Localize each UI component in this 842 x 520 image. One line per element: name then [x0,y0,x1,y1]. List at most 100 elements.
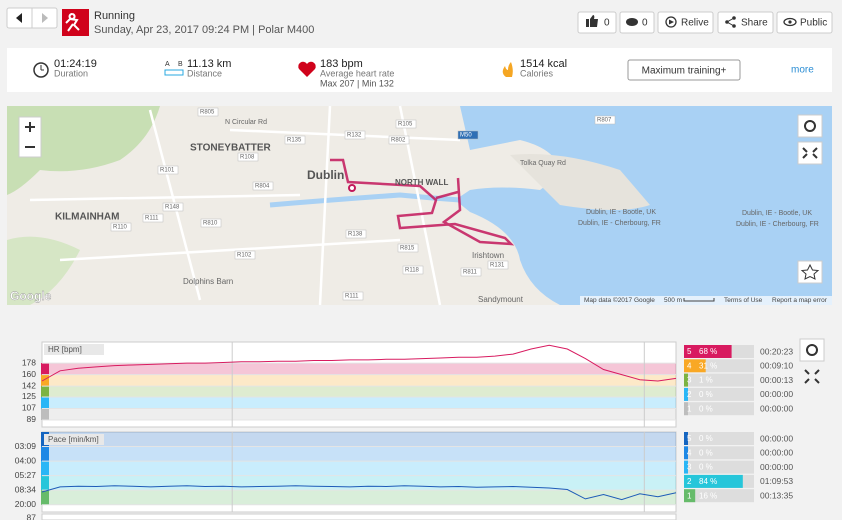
zone-swatch [41,446,49,462]
zone-time: 00:13:35 [760,490,793,500]
road-shield [284,135,306,145]
road-label: R810 [203,221,218,227]
road-shield [142,213,164,223]
park-area [7,106,160,195]
privacy-button[interactable] [776,11,833,34]
zone-swatch [41,396,49,409]
zone-swatch [41,490,49,505]
summary-value: 11.13 km [187,58,231,70]
training-button-label: Maximum training+ [642,66,727,77]
zone-swatch [41,386,49,397]
place-label: KILMAINHAM [55,212,119,223]
y-tick-label: 03:09 [15,441,37,451]
zone-bar [684,460,688,474]
zone-band [42,475,676,491]
zone-band [42,490,676,505]
y-tick-label: 20:00 [15,499,37,509]
zone-percent: 31 % [699,361,717,370]
summary-extra: Max 207 | Min 132 [320,78,394,88]
road-shield [395,119,417,129]
duration-icon [33,62,49,78]
road-label: M50 [460,133,472,139]
distance-icon-a: A [165,61,170,68]
chart-settings[interactable] [799,338,825,362]
zone-percent: 68 % [699,347,717,356]
road-shield [402,265,424,275]
place-label: Irishtown [472,251,504,260]
forward-button[interactable] [42,13,48,23]
road-label: R105 [398,122,413,128]
road-shield [342,291,364,301]
zoom-in[interactable] [25,122,35,132]
chart-frame [41,431,677,513]
data-line [41,344,677,382]
road-label: R804 [255,184,270,190]
zone-number: 2 [687,390,692,399]
zone-time: 00:00:00 [760,403,793,413]
fullscreen-icon [802,147,818,159]
zone-bar-bg [684,460,754,474]
y-tick-label: 04:00 [15,455,37,465]
zone-time: 00:00:00 [760,389,793,399]
road-shield [157,165,179,175]
data-line [41,485,677,501]
gear-icon [806,344,818,356]
zone-bar [684,345,732,358]
zone-percent: 0 % [699,404,713,413]
road-label: R138 [348,232,363,238]
heart-icon [298,61,316,77]
y-tick-label: 08:34 [15,484,37,494]
chart-fullscreen[interactable] [804,369,820,384]
road-shield [457,130,479,140]
road-label: R805 [200,110,215,116]
zone-band [42,386,676,397]
like-count: 0 [604,18,610,29]
road-label: R102 [237,253,252,259]
share-button[interactable] [717,11,774,34]
road-label: R101 [160,168,175,174]
zone-band [42,363,676,375]
map-terms[interactable]: Terms of Use [724,297,763,304]
zone-swatch [41,408,49,420]
map-settings[interactable] [797,114,823,138]
training-button[interactable] [627,59,741,81]
eye-pupil [788,20,792,24]
place-label: Dublin, IE - Bootle, UK [742,210,812,217]
eye-icon [783,17,797,27]
zone-number: 4 [687,361,692,370]
zone-number: 2 [687,477,692,486]
summary-label: Calories [520,68,554,78]
zone-number: 4 [687,448,692,457]
charts: 5 68 % 00:20:234 31 % 00:09:103 1 % 00:00:132 0… [15,341,793,520]
nav-buttons [6,7,58,29]
road-label: R132 [347,133,362,139]
zone-bar-bg [684,489,754,503]
chart-title-bg [44,434,104,445]
chart-title-bg [44,344,104,355]
star-icon [800,263,820,280]
map-fullscreen[interactable] [797,141,823,165]
zone-bar [684,474,743,488]
relive-icon [665,16,677,28]
privacy-label: Public [800,18,827,29]
place-label: Dublin, IE - Cherbourg, FR [736,221,819,228]
road-shield [594,115,616,125]
zone-bar-bg [684,373,754,387]
zone-swatch [41,363,49,375]
y-tick-label: 160 [22,369,36,379]
zone-percent: 0 % [699,390,713,399]
back-button[interactable] [16,13,22,23]
map-favorite[interactable] [797,260,823,284]
share-dot [732,24,736,28]
zone-time: 00:00:00 [760,433,793,443]
zone-bar [684,489,696,503]
road-shield [487,260,509,270]
more-link[interactable]: more [791,65,814,76]
zone-number: 1 [687,404,692,413]
road-label: R148 [165,205,180,211]
zone-band [42,396,676,409]
map-report[interactable]: Report a map error [772,297,828,304]
zone-number: 3 [687,463,692,472]
